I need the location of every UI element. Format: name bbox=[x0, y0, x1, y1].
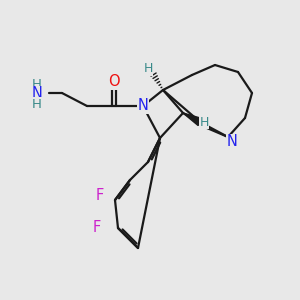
Text: N: N bbox=[226, 134, 237, 149]
Polygon shape bbox=[183, 113, 202, 125]
Text: H: H bbox=[143, 62, 153, 76]
Text: N: N bbox=[32, 86, 42, 101]
Text: N: N bbox=[138, 98, 148, 113]
Text: H: H bbox=[32, 98, 42, 110]
Text: O: O bbox=[108, 74, 120, 89]
Text: F: F bbox=[96, 188, 104, 203]
Text: F: F bbox=[93, 220, 101, 236]
Text: H: H bbox=[32, 79, 42, 92]
Text: H: H bbox=[199, 116, 209, 128]
